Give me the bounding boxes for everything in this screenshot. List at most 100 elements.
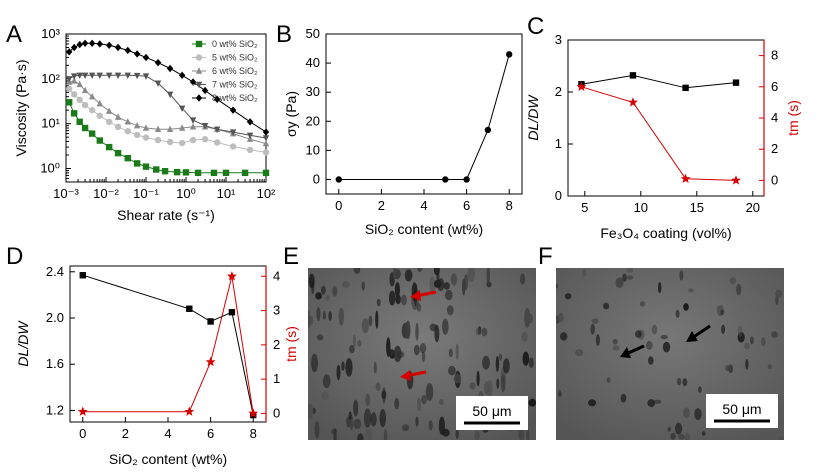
particle — [467, 268, 475, 282]
data-point-a — [114, 72, 122, 79]
data-point-a — [262, 149, 270, 156]
data-point-a — [189, 136, 197, 144]
particle — [725, 365, 731, 372]
particle — [428, 420, 433, 431]
data-point-a — [96, 99, 104, 107]
y-axis-label-b: σy (Pa) — [283, 91, 299, 137]
particle — [482, 355, 490, 370]
red-arrow-2 — [400, 370, 427, 381]
panel-letter-f: F — [538, 243, 553, 270]
data-point-a — [142, 53, 150, 62]
particle — [433, 279, 442, 288]
data-point-c — [576, 81, 587, 91]
data-point-a — [189, 117, 197, 124]
particle — [413, 344, 420, 356]
particle — [622, 273, 627, 282]
particle — [462, 278, 466, 296]
data-point-a — [142, 124, 150, 131]
particle — [404, 269, 413, 282]
particle — [332, 285, 338, 297]
particle — [434, 324, 440, 343]
particle — [658, 282, 662, 294]
data-point-a — [81, 124, 89, 132]
particle — [520, 273, 526, 285]
y-tick-label-a: 10² — [41, 71, 60, 86]
legend-marker — [195, 40, 203, 48]
data-point-a — [133, 131, 141, 139]
particle — [421, 394, 427, 405]
y-tick-label-a: 10¹ — [41, 116, 60, 131]
particle — [357, 433, 364, 440]
y-tick-label-b: 30 — [306, 84, 320, 99]
data-point-a — [81, 86, 89, 94]
particle — [448, 348, 453, 358]
particle — [417, 397, 421, 412]
particle — [595, 334, 600, 346]
particle — [357, 340, 362, 347]
x-tick-label-d: 2 — [122, 426, 129, 441]
data-point-a — [142, 73, 150, 80]
particle — [500, 374, 506, 393]
data-point-a — [246, 146, 254, 154]
particle — [438, 398, 444, 406]
data-point-a — [88, 130, 96, 137]
data-point-b — [484, 126, 492, 134]
particle — [453, 373, 462, 384]
y-right-tick-label-d: 2 — [273, 337, 280, 352]
data-point-a — [229, 129, 237, 136]
particle — [634, 330, 642, 338]
particle — [676, 377, 682, 386]
data-point-a — [262, 128, 270, 136]
particle — [522, 351, 530, 366]
x-tick-label-c: 5 — [581, 200, 588, 215]
particle — [603, 302, 610, 310]
particle — [342, 281, 350, 288]
particle-specks — [556, 268, 784, 440]
particle — [591, 318, 599, 324]
x-tick-label-c: 15 — [690, 200, 704, 215]
data-point-a — [133, 50, 141, 58]
x-tick-label-b: 4 — [420, 198, 427, 213]
data-point-a — [70, 91, 78, 98]
data-point-a — [189, 123, 197, 130]
y-right-tick-label-d: 3 — [273, 303, 280, 318]
data-point-a — [246, 132, 254, 140]
legend-marker — [195, 94, 203, 102]
particle — [688, 288, 694, 293]
data-point-a — [133, 122, 141, 129]
particle — [361, 281, 365, 291]
y-right-tick-label-c: 2 — [771, 141, 778, 156]
particle — [445, 289, 453, 301]
data-point-c — [731, 175, 741, 185]
y-tick-label-c: 3 — [555, 32, 562, 47]
data-point-a — [173, 168, 181, 176]
particle — [361, 318, 369, 334]
particle — [376, 298, 381, 307]
y-right-tick-label-c: 4 — [771, 110, 778, 125]
x-tick-label-b: 2 — [378, 198, 385, 213]
particle — [368, 315, 373, 327]
data-point-a — [178, 71, 186, 79]
particle — [308, 403, 314, 420]
legend-entry: 8 wt% SiO₂ — [212, 93, 258, 103]
particle — [336, 364, 341, 381]
particle — [450, 273, 458, 286]
particle — [745, 358, 749, 370]
particle — [667, 426, 671, 432]
particle — [475, 327, 482, 336]
data-point-a — [70, 77, 78, 84]
data-point-c — [682, 84, 689, 92]
particle — [328, 311, 332, 321]
particle — [383, 429, 388, 440]
particle — [393, 268, 397, 281]
plot-frame-a — [65, 33, 267, 183]
data-point-a — [65, 99, 73, 106]
y-tick-label-d: 2.4 — [46, 264, 64, 279]
x-axis-label-d: SiO₂ content (wt%) — [109, 451, 227, 467]
legend-entry: 7 wt% SiO₂ — [212, 80, 258, 90]
particle — [483, 381, 491, 395]
data-point-a — [81, 101, 89, 109]
particle — [528, 357, 534, 368]
data-point-a — [241, 169, 249, 177]
particle — [694, 408, 702, 421]
